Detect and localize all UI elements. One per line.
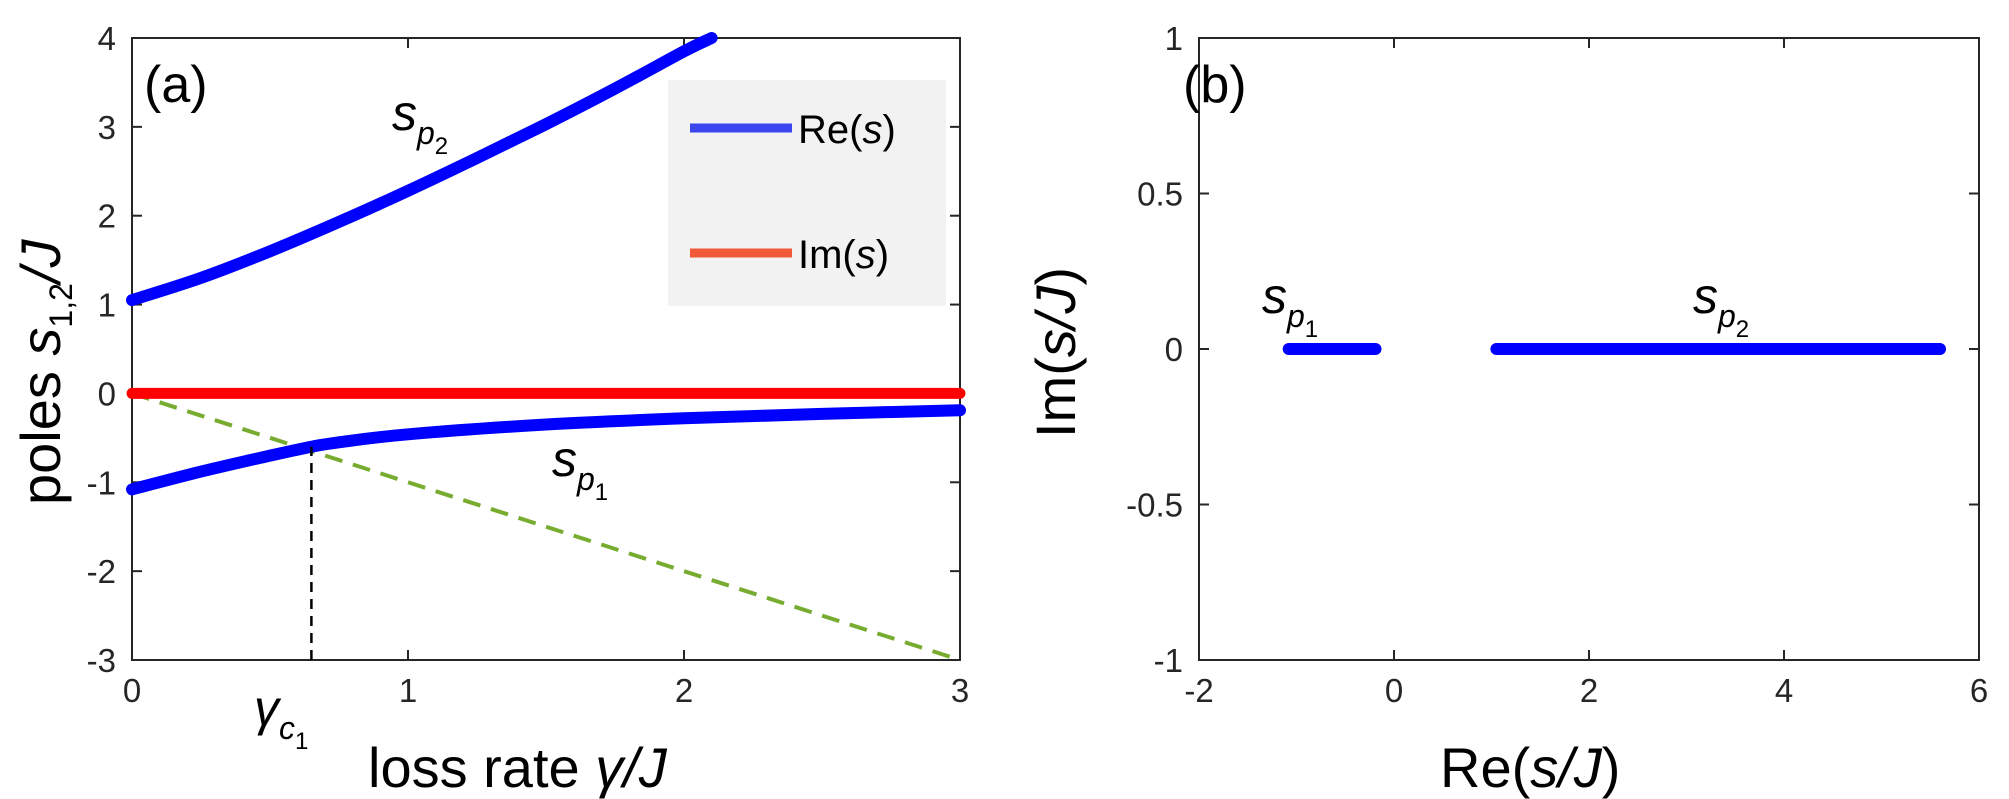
x-tick-label: 0 [1385,672,1403,709]
panel-b-x-axis-label: Re(s/J) [1440,736,1620,799]
panel-label-b: (b) [1183,56,1247,114]
y-tick-label: 3 [98,109,116,146]
x-tick-label: 6 [1970,672,1988,709]
sp2-annotation: sp2 [392,85,448,160]
re-s-p2-curve [126,32,718,307]
x-tick-label: 2 [675,672,693,709]
panel-label-a: (a) [144,56,208,114]
y-tick-label: 1 [98,287,116,324]
legend-re-label: Re(s) [798,108,896,152]
panel-b: -2 0 2 4 6 -1 -0.5 0 0.5 1 (b) sp1 sp2 Re(s/J) Im… [1024,20,1988,799]
x-tick-label: 4 [1775,672,1793,709]
panel-b-ticks [1198,37,1980,661]
legend-im-label: Im(s) [798,233,889,277]
x-tick-label: 1 [399,672,417,709]
y-tick-label: -1 [1154,642,1183,679]
dashed-line-y-equals-minus-gamma [131,391,961,662]
y-tick-label: 0 [98,375,116,412]
panel-b-tick-labels: -2 0 2 4 6 -1 -0.5 0 0.5 1 [1126,20,1988,709]
sp2-annotation-b: sp2 [1693,268,1749,343]
y-tick-label: 4 [98,20,116,57]
x-tick-label: 0 [123,672,141,709]
x-tick-label: 3 [951,672,969,709]
panel-a-x-axis-label: loss rate γ/J [368,736,668,799]
y-tick-label: 0.5 [1137,176,1183,213]
re-s-p1-curve [126,404,966,496]
sp1-annotation: sp1 [552,431,608,506]
panel-a-axes-box [131,37,961,661]
panel-a-tick-labels: 0 1 2 3 -3 -2 -1 0 1 2 3 4 [87,20,970,709]
y-tick-label: 2 [98,198,116,235]
x-tick-label: 2 [1580,672,1598,709]
sp1-annotation-b: sp1 [1262,268,1318,343]
y-tick-label: 0 [1165,331,1183,368]
y-tick-label: -1 [87,464,116,501]
y-tick-label: -0.5 [1126,487,1183,524]
gamma-c1-label: γc1 [254,680,308,755]
y-tick-label: 1 [1165,20,1183,57]
y-tick-label: -3 [87,642,116,679]
panel-a-y-axis-label: poles s1,2/J [9,239,79,505]
panel-b-y-axis-label: Im(s/J) [1024,267,1087,438]
y-tick-label: -2 [87,553,116,590]
x-tick-label: -2 [1184,672,1213,709]
legend-box [668,80,946,306]
